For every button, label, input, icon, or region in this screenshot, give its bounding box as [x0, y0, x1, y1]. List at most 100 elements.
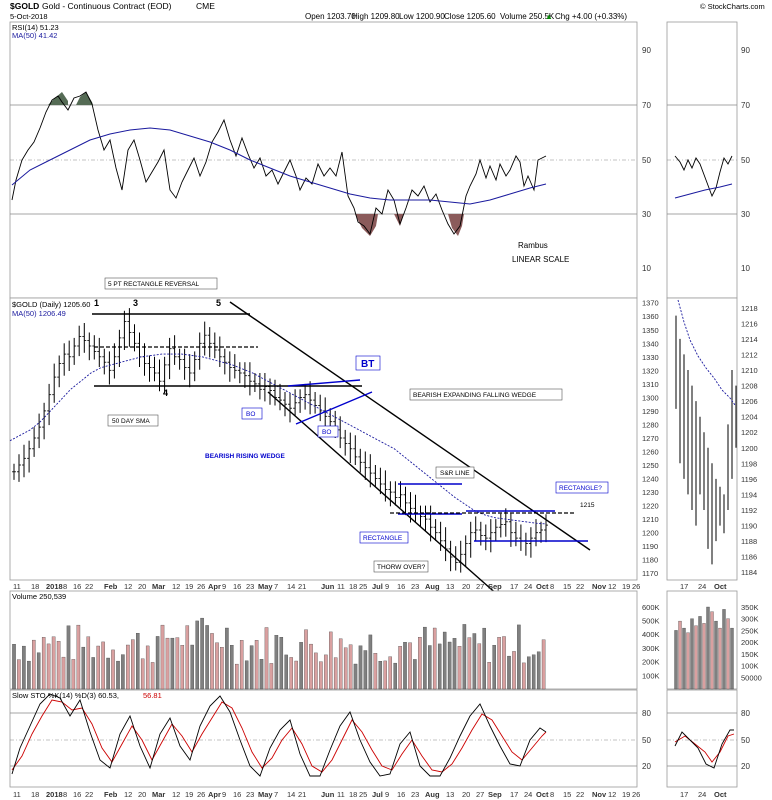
x-axis-bottom: 11 18 2018 8 16 22 Feb 12 20 Mar 12 19 26 Apr 9 16 23 May…: [13, 790, 640, 799]
volume-bar: [299, 642, 303, 690]
rsi-tick: 30: [642, 210, 651, 219]
volume-tick: 100K: [642, 671, 660, 680]
x-tick: Nov: [592, 790, 607, 799]
volume-bar: [101, 641, 105, 690]
point-3-label: 3: [133, 298, 138, 308]
price-tick: 1330: [642, 353, 659, 362]
weekly-x-tick: Oct: [714, 790, 727, 799]
x-tick: 18: [31, 790, 39, 799]
volume-bar: [329, 631, 333, 690]
volume-bar: [408, 642, 412, 690]
volume-bar: [230, 645, 234, 690]
volume-bar: [274, 635, 279, 690]
price-tick: 1190: [642, 542, 658, 551]
volume-bar: [106, 657, 110, 690]
x-tick: 14: [287, 582, 295, 591]
bo1-label: BO: [246, 411, 255, 418]
price-tick: 1240: [642, 475, 659, 484]
weekly-volume-y-axis: 350K 300K 250K 200K 150K 100K 50000: [741, 603, 762, 682]
rsi-overbought-area: [76, 92, 93, 105]
weekly-price-tick: 1194: [741, 490, 757, 499]
header-close: Close 1205.60: [444, 12, 496, 21]
price-tick: 1210: [642, 515, 659, 524]
x-tick: 22: [85, 582, 93, 591]
volume-bar: [457, 646, 462, 690]
weekly-volume-bar: [690, 618, 694, 690]
x-tick: 22: [85, 790, 93, 799]
bt-box: [355, 355, 381, 371]
price-tick: 1260: [642, 448, 659, 457]
x-tick: 20: [462, 582, 470, 591]
volume-panel: Volume 250,539 600K500K400K300K200K100K …: [9, 590, 762, 690]
rsi-weekly-line: [674, 155, 733, 198]
x-tick: 12: [608, 582, 616, 591]
volume-bar: [269, 663, 274, 690]
header-high: High 1209.80: [352, 12, 400, 21]
volume-bar: [46, 643, 51, 690]
x-tick: Oct: [536, 790, 549, 799]
weekly-volume-bar: [710, 611, 714, 690]
sto-tick: 80: [642, 709, 651, 718]
rectangle-box: [359, 531, 409, 544]
volume-bar: [116, 660, 120, 690]
volume-bar: [437, 643, 442, 690]
sto-y-axis: 80 50 20 80 50 20: [642, 709, 750, 771]
header-change: Chg +4.00 (+0.33%): [555, 12, 627, 21]
price-tick: 1230: [642, 488, 659, 497]
header-date: 5-Oct-2018: [10, 12, 48, 21]
weekly-price-tick: 1184: [741, 568, 757, 577]
x-tick: Feb: [104, 582, 118, 591]
x-tick: Mar: [152, 790, 165, 799]
price-tick: 1220: [642, 502, 659, 511]
volume-bar: [418, 637, 422, 690]
x-tick: 12: [124, 790, 132, 799]
rsi-tick: 70: [642, 101, 651, 110]
weekly-volume-tick: 150K: [741, 650, 759, 659]
volume-bar: [185, 625, 190, 690]
weekly-price-tick: 1212: [741, 350, 758, 359]
volume-bar: [56, 641, 61, 690]
volume-bar: [314, 652, 318, 690]
volume-bar: [96, 645, 100, 690]
volume-bar: [517, 624, 521, 690]
volume-bar: [373, 653, 378, 690]
sto-d-value: 56.81: [143, 691, 162, 700]
volume-bar: [319, 661, 323, 690]
price-tick: 1280: [642, 420, 659, 429]
x-tick: 27: [476, 582, 484, 591]
weekly-volume-bar: [686, 632, 690, 690]
watermark: © StockCharts.com: [700, 2, 765, 11]
x-tick: 21: [298, 582, 306, 591]
volume-bar: [358, 645, 363, 690]
falling-wedge-bottom-line: [267, 391, 509, 605]
volume-bar: [536, 651, 541, 690]
weekly-volume-tick: 100K: [741, 662, 759, 671]
x-tick: Mar: [152, 582, 165, 591]
volume-bar: [363, 650, 368, 690]
sto-panel: Slow STO %K(14) %D(3) 60.53, 56.81 80 50…: [9, 689, 750, 788]
x-tick: 14: [287, 790, 295, 799]
volume-bar: [378, 661, 383, 690]
throw-over-box: [373, 560, 429, 573]
rsi-tick: 90: [642, 46, 651, 55]
weekly-price-tick: 1188: [741, 537, 757, 546]
volume-bar: [487, 662, 491, 690]
x-tick: 15: [563, 790, 571, 799]
volume-bar: [279, 637, 284, 690]
volume-bar: [264, 627, 269, 690]
x-tick: 16: [397, 790, 405, 799]
volume-bar: [91, 657, 95, 690]
price-tick: 1270: [642, 434, 659, 443]
volume-bar: [81, 646, 86, 690]
volume-bar: [22, 645, 26, 690]
rsi-tick: 50: [642, 156, 651, 165]
header-name: Gold - Continuous Contract (EOD): [42, 1, 172, 11]
x-tick: 9: [385, 790, 389, 799]
weekly-x-tick: 24: [698, 790, 706, 799]
volume-bar: [235, 663, 239, 690]
x-tick: 2018: [46, 582, 63, 591]
volume-bar: [225, 627, 229, 690]
sr-line-label: S&R LINE: [440, 470, 470, 477]
volume-bar: [111, 649, 115, 690]
